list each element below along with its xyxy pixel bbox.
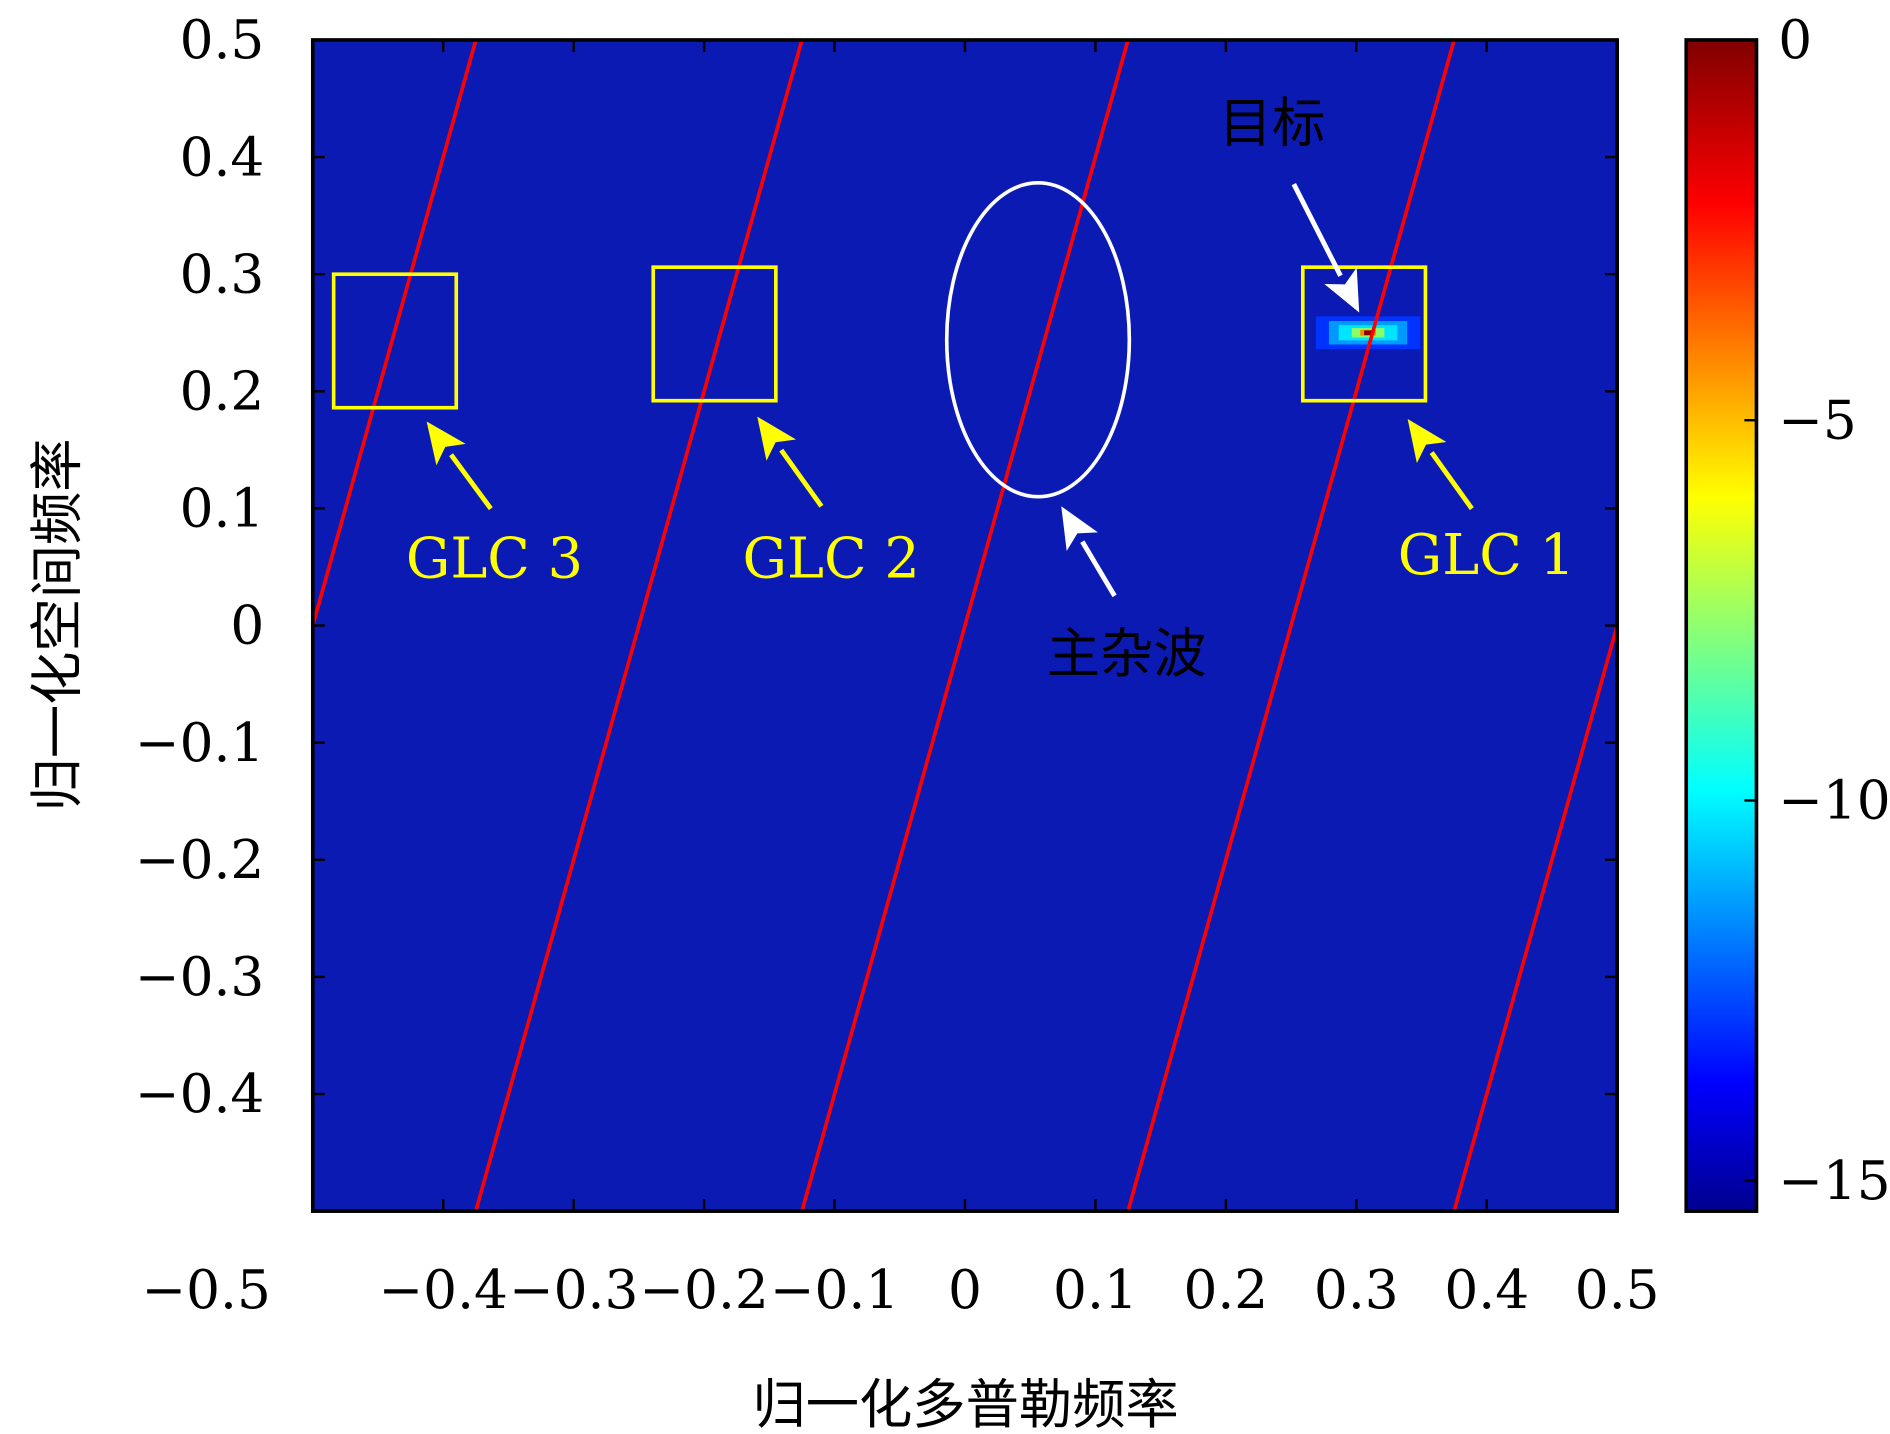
colorbar-tick-label: −5 bbox=[1778, 389, 1857, 451]
y-tick-label: 0 bbox=[230, 595, 264, 657]
x-tick-label: 0 bbox=[948, 1259, 982, 1321]
x-tick-label: −0.2 bbox=[639, 1259, 768, 1321]
y-tick-label: 0.1 bbox=[180, 478, 265, 540]
clutter-ridge-line bbox=[474, 39, 804, 1212]
y-axis-label: 归一化空间频率 bbox=[26, 438, 88, 811]
x-tick-label: −0.4 bbox=[379, 1259, 508, 1321]
glc-label: GLC 3 bbox=[406, 527, 583, 592]
target-label: 目标 bbox=[1219, 93, 1326, 155]
colorbar-tick-label: −10 bbox=[1778, 770, 1890, 832]
clutter-ridge-line bbox=[1126, 39, 1456, 1212]
x-tick-label: −0.1 bbox=[770, 1259, 899, 1321]
glc-box bbox=[651, 265, 778, 403]
y-tick-label: −0.4 bbox=[135, 1063, 264, 1125]
y-tick-label: 0.2 bbox=[180, 360, 265, 422]
x-axis-label: 归一化多普勒频率 bbox=[752, 1374, 1178, 1434]
annotation-arrow bbox=[1407, 419, 1474, 511]
colorbar-tick-label: −15 bbox=[1778, 1150, 1890, 1212]
target-peak-layer bbox=[1364, 330, 1372, 336]
x-tick-label: 0.1 bbox=[1053, 1259, 1138, 1321]
y-tick-label: 0.3 bbox=[180, 243, 265, 305]
y-tick-label: −0.3 bbox=[135, 946, 264, 1008]
clutter-ridge-line bbox=[1452, 618, 1618, 1212]
x-tick-label: −0.3 bbox=[509, 1259, 638, 1321]
x-tick-label: 0.4 bbox=[1444, 1259, 1529, 1321]
colorbar bbox=[1684, 38, 1759, 1213]
glc-label: GLC 1 bbox=[1398, 523, 1575, 588]
annotation-arrow bbox=[1061, 506, 1117, 598]
x-tick-label: −0.5 bbox=[142, 1259, 271, 1321]
annotation-arrow bbox=[757, 416, 824, 508]
x-tick-label: 0.2 bbox=[1183, 1259, 1268, 1321]
main-clutter-label: 主杂波 bbox=[1047, 623, 1207, 685]
clutter-ridge-line bbox=[800, 39, 1130, 1212]
annotation-arrow bbox=[426, 421, 493, 511]
glc-box bbox=[1301, 265, 1428, 403]
y-tick-label: −0.1 bbox=[135, 712, 264, 774]
annotation-arrow bbox=[1291, 182, 1360, 313]
y-tick-label: 0.5 bbox=[180, 9, 265, 71]
clutter-ridge-line bbox=[312, 39, 478, 633]
y-tick-label: 0.4 bbox=[180, 126, 265, 188]
y-tick-label: −0.2 bbox=[135, 829, 264, 891]
main-clutter-ellipse bbox=[944, 181, 1132, 499]
glc-box bbox=[331, 272, 459, 410]
glc-label: GLC 2 bbox=[743, 527, 920, 592]
x-tick-label: 0.3 bbox=[1314, 1259, 1399, 1321]
x-tick-label: 0.5 bbox=[1575, 1259, 1660, 1321]
colorbar-tick-label: 0 bbox=[1778, 9, 1812, 71]
